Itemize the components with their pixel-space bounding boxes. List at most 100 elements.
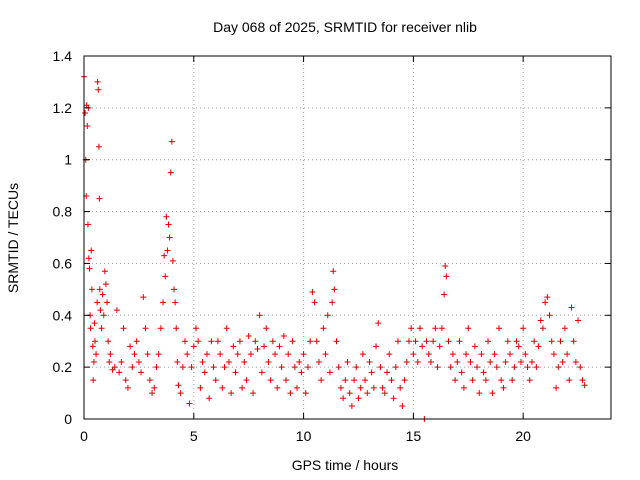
data-point [386,351,393,358]
data-point [491,351,498,358]
data-point [463,351,470,358]
data-point [239,384,246,391]
data-point [474,364,481,371]
data-point [517,358,524,365]
data-point [149,390,156,397]
data-point [93,351,100,358]
data-point [362,377,369,384]
data-point [313,338,320,345]
x-tick-label: 10 [296,428,312,444]
data-point [502,358,509,365]
data-point [454,358,461,365]
y-tick-label: 0.6 [53,255,73,271]
data-point [392,364,399,371]
data-point [315,358,322,365]
data-point [458,369,465,376]
data-point [250,390,257,397]
data-point [212,377,219,384]
data-point [561,325,568,332]
data-point [88,286,95,293]
data-point [550,351,557,358]
data-point [544,294,551,301]
data-point [192,325,199,332]
data-point [423,338,430,345]
data-point [203,351,210,358]
x-axis-title: GPS time / hours [292,457,399,473]
data-point [146,377,153,384]
data-point [140,294,147,301]
data-point [195,338,202,345]
data-point [197,384,204,391]
data-point [84,123,91,130]
y-tick-label: 1.2 [53,100,73,116]
data-point [570,338,577,345]
data-point [405,338,412,345]
data-point [86,265,93,272]
data-point [384,369,391,376]
data-point [113,307,120,314]
data-point [135,358,142,365]
data-point [500,384,507,391]
data-point [555,364,562,371]
data-point [161,252,168,259]
data-point [232,369,239,376]
data-point [230,343,237,350]
data-point [95,143,102,150]
data-point [577,364,584,371]
data-point [476,390,483,397]
data-point [377,364,384,371]
data-point [513,338,520,345]
data-point [122,377,129,384]
data-point [225,358,232,365]
data-point [265,358,272,365]
x-tick-label: 5 [190,428,198,444]
data-point [131,351,138,358]
data-point [425,351,432,358]
data-points [81,73,588,422]
data-point [548,338,555,345]
data-point [217,351,224,358]
data-point [373,343,380,350]
y-tick-label: 0 [64,411,72,427]
data-point [90,358,97,365]
data-point [160,299,167,306]
data-point [449,351,456,358]
data-point [243,377,250,384]
data-point [190,343,197,350]
data-point [267,377,274,384]
data-point [579,377,586,384]
data-point [296,358,303,365]
data-point [528,358,535,365]
data-point [129,364,136,371]
data-point [445,338,452,345]
data-point [168,138,175,145]
data-point [107,351,114,358]
data-point [94,78,101,85]
data-point [118,358,125,365]
data-point [88,247,95,254]
data-point [221,364,228,371]
data-point [568,304,575,311]
data-point [201,369,208,376]
data-point [559,358,566,365]
data-point [165,221,172,228]
data-point [355,395,362,402]
data-point [283,377,290,384]
chart-title: Day 068 of 2025, SRMTID for receiver nli… [213,19,477,35]
x-tick-label: 0 [80,428,88,444]
data-point [179,364,186,371]
data-point [379,384,386,391]
data-point [375,320,382,327]
grid-lines [84,56,611,419]
data-point [169,257,176,264]
data-point [102,281,109,288]
data-point [539,325,546,332]
data-point [504,338,511,345]
data-point [252,338,259,345]
data-point [223,325,230,332]
data-point [465,325,472,332]
data-point [99,291,106,298]
data-point [124,384,131,391]
y-tick-label: 0.2 [53,359,73,375]
y-tick-label: 1 [64,152,72,168]
